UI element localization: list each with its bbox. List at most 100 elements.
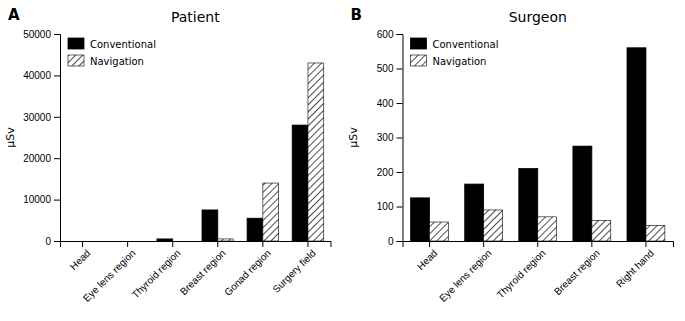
bar [247,218,263,241]
x-tick: Head [68,241,93,272]
x-tick: Thyroid region [130,241,183,300]
y-tick-mark [397,241,403,242]
x-tick-label: Thyroid region [495,247,548,300]
y-tick-mark [397,172,403,173]
y-tick-label: 100 [377,201,394,212]
y-tick-mark [54,241,60,242]
legend-item: Navigation [411,55,487,67]
x-tick-mark [537,241,538,247]
bars [411,48,665,241]
legend-swatch [411,55,427,66]
y-tick-mark [397,69,403,70]
bar-series [411,48,646,241]
bar [430,222,449,241]
y-tick: 0 [388,236,403,247]
bar [592,220,611,241]
bar [128,241,144,242]
bar-series [218,63,324,241]
legend-item: Conventional [68,38,156,50]
y-tick: 10000 [23,194,60,205]
legend-swatch [68,38,84,49]
y-tick-label: 10000 [23,194,51,205]
x-tick-mark [307,241,308,247]
panel: 0 100 200 300 400 500 600 HeadEye lens regionTh… [347,6,674,304]
y-tick: 200 [377,167,403,178]
bars [157,63,324,241]
bar [573,146,592,241]
x-axis: HeadEye lens regionThyroid regionBreast … [61,241,332,304]
bar [538,217,557,241]
y-tick: 300 [377,132,403,143]
plot-area: 0 10000 20000 30000 40000 50000 HeadEye lens r… [4,9,331,304]
x-tick-mark [127,241,128,247]
x-tick: Breast region [552,241,602,297]
bar [218,239,234,241]
x-tick-label: Head [415,247,440,272]
x-tick: Head [415,241,440,272]
bar [411,198,430,241]
x-tick-mark [429,241,430,247]
bar [465,184,484,241]
y-tick-mark [54,75,60,76]
y-tick: 100 [377,201,403,212]
x-tick-label: Breast region [552,247,602,297]
y-tick-mark [54,117,60,118]
y-tick-mark [54,200,60,201]
x-tick-label: Gonad region [222,247,273,298]
y-tick: 30000 [23,112,60,123]
y-tick-mark [397,103,403,104]
bar [519,169,538,241]
panel-label: B [351,6,362,24]
y-tick: 500 [377,63,403,74]
legend-label: Navigation [433,56,487,67]
y-tick: 600 [377,29,403,40]
legend-label: Conventional [90,39,156,50]
x-tick-label: Eye lens region [437,247,494,304]
y-tick: 400 [377,98,403,109]
bar [484,210,503,241]
y-tick-label: 500 [377,63,394,74]
legend-label: Conventional [433,39,499,50]
legend-item: Navigation [68,55,144,67]
legend-swatch [68,55,84,66]
y-tick-mark [397,138,403,139]
x-axis-line [403,242,674,248]
x-tick-label: Eye lens region [81,247,138,304]
y-tick-label: 20000 [23,153,51,164]
x-tick: Eye lens region [437,241,494,304]
legend-label: Navigation [90,56,144,67]
x-tick: Breast region [178,241,228,297]
y-axis-line [397,35,404,242]
bar [67,241,83,242]
bar [292,125,308,241]
y-tick-mark [54,158,60,159]
x-tick: Surgery field [270,241,317,295]
y-tick: 0 [45,236,60,247]
legend-swatch [411,38,427,49]
bar [202,210,218,241]
x-tick-mark [262,241,263,247]
x-axis: HeadEye lens regionThyroid regionBreast … [403,241,674,304]
x-tick-label: Thyroid region [130,247,183,300]
y-tick: 50000 [23,29,60,40]
y-tick-label: 0 [388,236,394,247]
x-tick-mark [645,241,646,247]
y-axis-title: μSv [347,127,360,148]
panel-label: A [8,6,20,24]
title: Patient [171,9,220,25]
legend: Conventional Navigation [68,38,156,67]
x-tick-mark [172,241,173,247]
bar [308,63,324,241]
figure: 01000020000300004000050000HeadEye lens r… [0,0,685,321]
legend: Conventional Navigation [411,38,499,67]
panel: 0 10000 20000 30000 40000 50000 HeadEye lens r… [4,6,331,304]
x-tick-label: Head [68,247,93,272]
bar [112,241,128,242]
x-tick-mark [82,241,83,247]
y-axis: 0 100 200 300 400 500 600 [377,29,403,247]
bar [627,48,646,241]
y-axis-line [54,35,61,242]
y-tick-label: 40000 [23,70,51,81]
x-tick-mark [483,241,484,247]
y-axis: 0 10000 20000 30000 40000 50000 [23,29,60,247]
